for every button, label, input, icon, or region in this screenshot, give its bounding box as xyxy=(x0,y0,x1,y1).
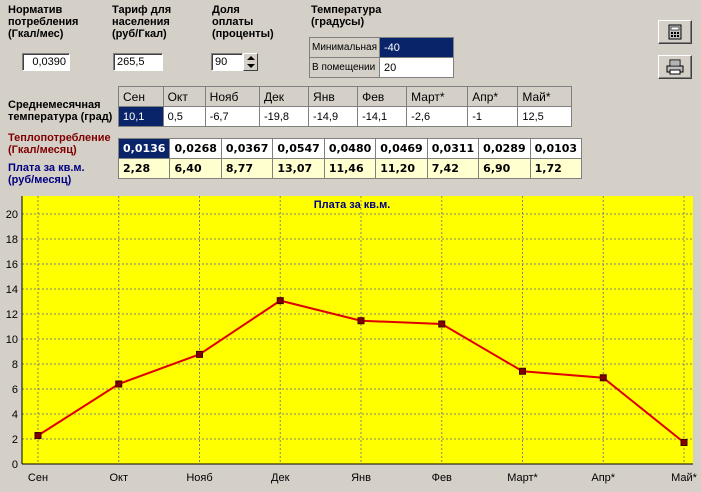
month-header-7[interactable]: Апр* xyxy=(467,86,519,107)
payment-cell-1[interactable]: 6,40 xyxy=(169,158,222,179)
x-tick-label: Янв xyxy=(351,472,371,484)
payment-chart-svg: 0 2 4 6 8 10 12 14 16 18 20 Сен Окт Нояб Дек Янв Фев Мар… xyxy=(0,194,699,489)
payment-cell-2[interactable]: 8,77 xyxy=(220,158,274,179)
y-tick-label: 14 xyxy=(6,284,18,296)
calculator-icon xyxy=(668,24,682,40)
y-tick-label: 10 xyxy=(6,334,18,346)
min-temp-label: Минимальная xyxy=(308,37,381,58)
month-header-6[interactable]: Март* xyxy=(406,86,469,107)
heat-cell-8[interactable]: 0,0103 xyxy=(529,138,583,159)
payment-cell-8[interactable]: 1,72 xyxy=(529,158,583,179)
month-header-4[interactable]: Янв xyxy=(308,86,359,107)
printer-icon xyxy=(666,59,684,75)
print-button[interactable] xyxy=(658,55,692,79)
data-point-1 xyxy=(115,380,123,388)
y-tick-label: 6 xyxy=(12,384,18,396)
temperature-cell-8[interactable]: 12,5 xyxy=(517,106,572,127)
heat-cell-7[interactable]: 0,0289 xyxy=(478,138,531,159)
month-header-8[interactable]: Май* xyxy=(517,86,572,107)
temperature-cell-5[interactable]: -14,1 xyxy=(357,106,408,127)
data-point-0 xyxy=(34,432,42,439)
norm-input[interactable]: 0,0390 xyxy=(22,53,70,71)
y-tick-label: 20 xyxy=(6,209,18,221)
month-header-2[interactable]: Нояб xyxy=(204,86,260,107)
data-point-7 xyxy=(599,374,607,382)
data-point-3 xyxy=(276,297,284,305)
x-tick-label: Окт xyxy=(109,472,128,484)
heat-cell-0[interactable]: 0,0136 xyxy=(117,138,171,159)
x-tick-label: Фев xyxy=(432,472,452,484)
heat-cell-6[interactable]: 0,0311 xyxy=(426,138,480,159)
month-header-0[interactable]: Сен xyxy=(118,86,164,107)
data-point-4 xyxy=(357,317,365,325)
heat-cell-3[interactable]: 0,0547 xyxy=(272,138,325,159)
heat-consumption-label: Теплопотребление (Гкал/месяц) xyxy=(8,132,111,156)
payment-cell-3[interactable]: 13,07 xyxy=(272,158,325,179)
temperature-label: Температура (градусы) xyxy=(311,4,382,28)
month-header-3[interactable]: Дек xyxy=(258,86,310,107)
indoor-temp-input[interactable]: 20 xyxy=(379,57,454,78)
y-tick-label: 18 xyxy=(6,234,18,246)
data-point-8 xyxy=(680,439,688,446)
payment-label: Плата за кв.м. (руб/месяц) xyxy=(8,162,85,186)
share-label: Доля оплаты (проценты) xyxy=(212,4,274,40)
spin-up-icon[interactable] xyxy=(247,56,255,60)
data-point-2 xyxy=(196,350,203,358)
x-tick-label: Нояб xyxy=(186,472,212,484)
share-input[interactable]: 90 xyxy=(211,53,243,71)
payment-cell-7[interactable]: 6,90 xyxy=(478,158,531,179)
temperature-cell-3[interactable]: -19,8 xyxy=(258,106,310,127)
y-tick-label: 4 xyxy=(12,409,18,421)
temperature-cell-6[interactable]: -2,6 xyxy=(406,106,469,127)
heat-row: 0,0136 0,0268 0,0367 0,0547 0,0480 0,0469 0,03… xyxy=(117,138,583,159)
tariff-label: Тариф для населения (руб/Гкал) xyxy=(112,4,172,40)
temperature-row: 10,1 0,5 -6,7 -19,8 -14,9 -14,1 -2,6 -1 12,5 xyxy=(118,106,572,127)
temperature-cell-7[interactable]: -1 xyxy=(467,106,519,127)
heat-cell-2[interactable]: 0,0367 xyxy=(220,138,274,159)
temperature-cell-2[interactable]: -6,7 xyxy=(204,106,260,127)
x-tick-label: Сен xyxy=(28,472,48,484)
norm-label: Норматив потребления (Гкал/мес) xyxy=(8,4,79,40)
payment-cell-4[interactable]: 11,46 xyxy=(323,158,377,179)
y-tick-label: 0 xyxy=(12,459,18,471)
y-tick-label: 16 xyxy=(6,259,18,271)
heat-cell-5[interactable]: 0,0469 xyxy=(375,138,428,159)
avg-temp-label: Среднемесячная температура (град) xyxy=(8,99,113,123)
x-tick-label: Дек xyxy=(271,472,290,484)
month-header-row: Сен Окт Нояб Дек Янв Фев Март* Апр* Май* xyxy=(118,86,572,107)
results-table: 0,0136 0,0268 0,0367 0,0547 0,0480 0,0469 0,03… xyxy=(117,138,583,179)
tariff-input[interactable]: 265,5 xyxy=(113,53,163,71)
spin-down-icon[interactable] xyxy=(247,64,255,68)
y-tick-label: 12 xyxy=(6,309,18,321)
payment-row: 2,28 6,40 8,77 13,07 11,46 11,20 7,42 6,90 1,72 xyxy=(117,158,583,179)
temperature-cell-1[interactable]: 0,5 xyxy=(162,106,206,127)
temperature-cell-0[interactable]: 10,1 xyxy=(118,106,164,127)
calculate-button[interactable] xyxy=(658,20,692,44)
monthly-temperature-table: Сен Окт Нояб Дек Янв Фев Март* Апр* Май* 10,1 0,5… xyxy=(118,86,572,127)
payment-cell-6[interactable]: 7,42 xyxy=(426,158,480,179)
plot-area xyxy=(22,196,693,464)
heat-cell-1[interactable]: 0,0268 xyxy=(169,138,222,159)
indoor-temp-label: В помещении xyxy=(308,57,381,78)
payment-cell-0[interactable]: 2,28 xyxy=(117,158,171,179)
x-tick-label: Апр* xyxy=(591,472,615,484)
chart-title: Плата за кв.м. xyxy=(314,199,391,211)
x-tick-label: Май* xyxy=(671,472,698,484)
share-spinner[interactable] xyxy=(243,53,258,71)
temperature-table: Минимальная -40 В помещении 20 xyxy=(308,37,454,78)
month-header-5[interactable]: Фев xyxy=(357,86,408,107)
month-header-1[interactable]: Окт xyxy=(162,86,206,107)
payment-cell-5[interactable]: 11,20 xyxy=(375,158,428,179)
x-tick-label: Март* xyxy=(507,472,538,484)
data-point-6 xyxy=(519,367,526,375)
heat-cell-4[interactable]: 0,0480 xyxy=(323,138,377,159)
y-tick-label: 8 xyxy=(12,359,18,371)
payment-chart: 0 2 4 6 8 10 12 14 16 18 20 Сен Окт Нояб Дек Янв Фев Мар… xyxy=(0,194,699,489)
temperature-cell-4[interactable]: -14,9 xyxy=(308,106,359,127)
y-tick-label: 2 xyxy=(12,434,18,446)
min-temp-input[interactable]: -40 xyxy=(379,37,454,58)
data-point-5 xyxy=(438,320,446,328)
